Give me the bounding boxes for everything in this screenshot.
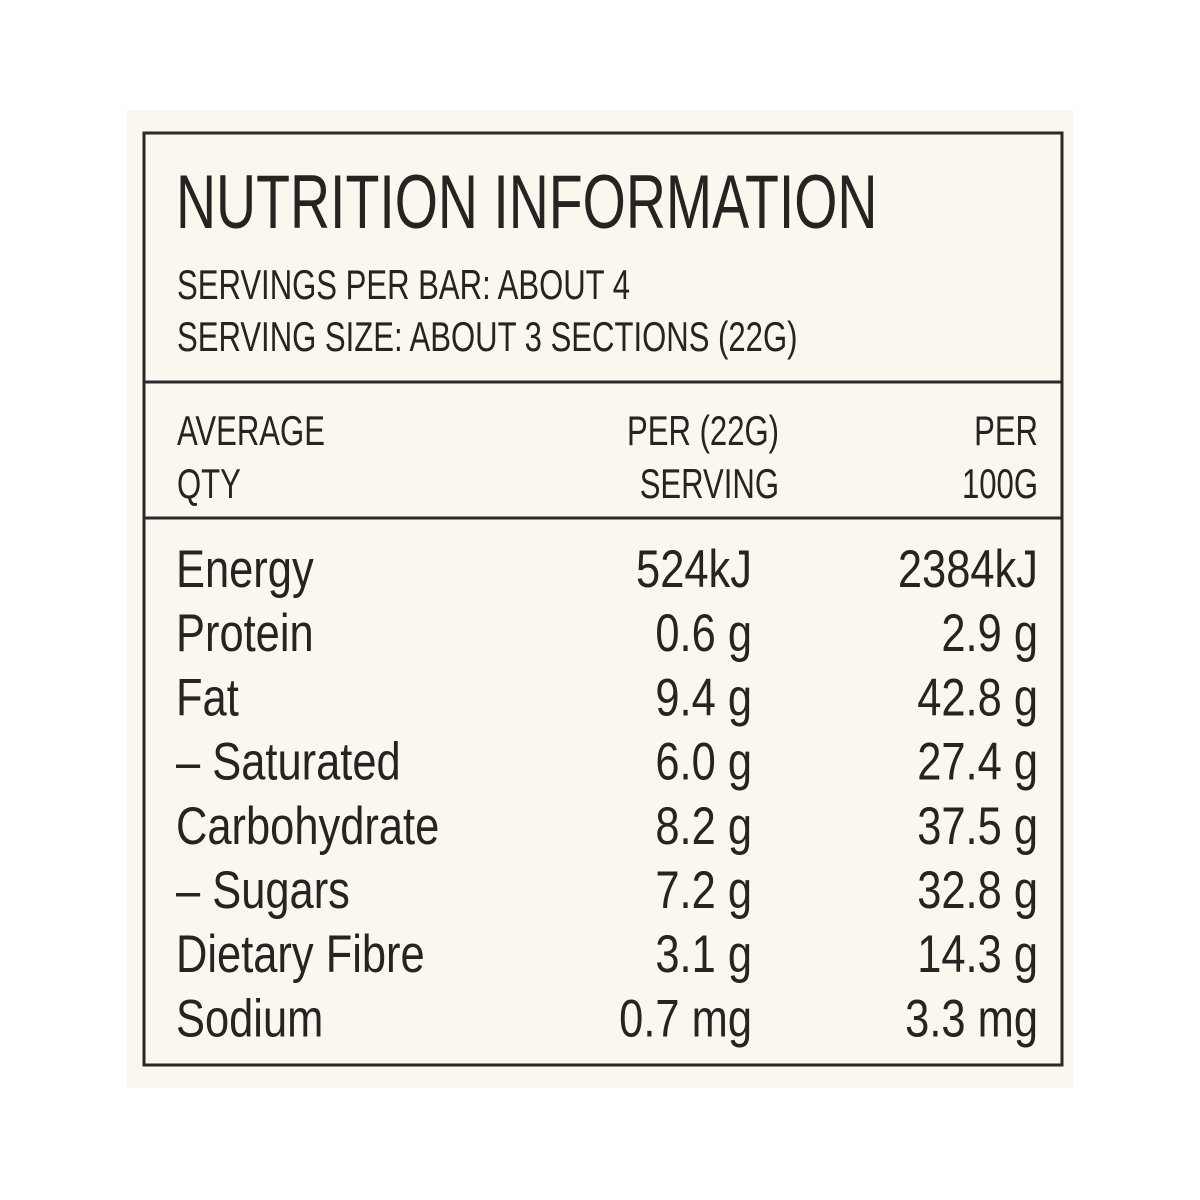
nutrient-value: 42.8 g [917, 668, 1038, 727]
nutrient-value: 2384kJ [898, 540, 1038, 599]
nutrient-value: 32.8 g [917, 861, 1038, 920]
nutrient-value: 3.1 g [655, 925, 752, 984]
label-border [142, 131, 1064, 1067]
nutrient-value: 37.5 g [917, 797, 1038, 856]
column-header: 100G [962, 460, 1038, 507]
title: NUTRITION INFORMATION [176, 161, 877, 246]
column-header: PER (22G) [627, 407, 779, 454]
nutrient-name: – Sugars [176, 861, 350, 920]
nutrient-value: 9.4 g [655, 668, 752, 727]
label-background [127, 110, 1073, 1088]
nutrient-value: 6.0 g [655, 733, 752, 792]
nutrient-value: 0.7 mg [619, 989, 752, 1048]
nutrient-name: Carbohydrate [176, 797, 439, 856]
nutrient-value: 3.3 mg [905, 989, 1038, 1048]
column-header: QTY [177, 460, 241, 507]
column-header: PER [974, 407, 1038, 454]
servings-per-bar: SERVINGS PER BAR: ABOUT 4 [177, 261, 630, 308]
nutrient-name: Protein [176, 604, 314, 663]
nutrient-value: 0.6 g [655, 604, 752, 663]
nutrient-name: – Saturated [176, 733, 401, 792]
nutrient-value: 14.3 g [917, 925, 1038, 984]
nutrient-name: Energy [176, 540, 314, 599]
nutrient-value: 524kJ [636, 540, 752, 599]
nutrient-name: Fat [176, 668, 239, 727]
nutrient-name: Sodium [176, 989, 323, 1048]
nutrient-value: 7.2 g [655, 861, 752, 920]
column-header: AVERAGE [177, 407, 325, 454]
nutrient-value: 8.2 g [655, 797, 752, 856]
serving-size: SERVING SIZE: ABOUT 3 SECTIONS (22G) [177, 313, 797, 360]
nutrient-name: Dietary Fibre [176, 925, 425, 984]
nutrient-value: 2.9 g [941, 604, 1038, 663]
column-header: SERVING [640, 460, 779, 507]
nutrient-value: 27.4 g [917, 733, 1038, 792]
